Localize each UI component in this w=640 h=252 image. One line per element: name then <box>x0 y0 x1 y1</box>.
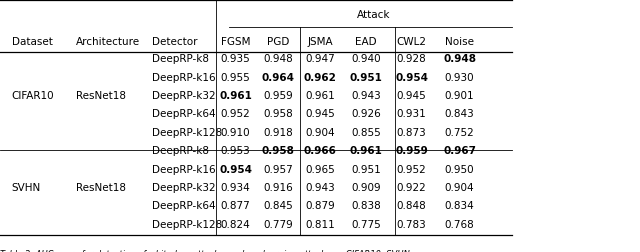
Text: CIFAR10: CIFAR10 <box>12 91 54 101</box>
Text: 0.961: 0.961 <box>349 146 383 156</box>
Text: 0.961: 0.961 <box>219 91 252 101</box>
Text: 0.952: 0.952 <box>221 109 250 119</box>
Text: DeepRP-k64: DeepRP-k64 <box>152 109 216 119</box>
Text: 0.952: 0.952 <box>397 165 426 175</box>
Text: 0.959: 0.959 <box>395 146 428 156</box>
Text: 0.824: 0.824 <box>221 220 250 230</box>
Text: CWL2: CWL2 <box>397 37 426 47</box>
Text: 0.951: 0.951 <box>349 73 383 83</box>
Text: 0.873: 0.873 <box>397 128 426 138</box>
Text: DeepRP-k64: DeepRP-k64 <box>152 201 216 211</box>
Text: 0.962: 0.962 <box>303 73 337 83</box>
Text: 0.951: 0.951 <box>351 165 381 175</box>
Text: SVHN: SVHN <box>12 183 41 193</box>
Text: 0.953: 0.953 <box>221 146 250 156</box>
Text: 0.943: 0.943 <box>351 91 381 101</box>
Text: Architecture: Architecture <box>76 37 140 47</box>
Text: DeepRP-k16: DeepRP-k16 <box>152 165 216 175</box>
Text: 0.752: 0.752 <box>445 128 474 138</box>
Text: DeepRP-k32: DeepRP-k32 <box>152 183 216 193</box>
Text: DeepRP-k128: DeepRP-k128 <box>152 128 223 138</box>
Text: 0.954: 0.954 <box>395 73 428 83</box>
Text: DeepRP-k128: DeepRP-k128 <box>152 220 223 230</box>
Text: 0.966: 0.966 <box>303 146 337 156</box>
Text: 0.768: 0.768 <box>445 220 474 230</box>
Text: 0.879: 0.879 <box>305 201 335 211</box>
Text: 0.948: 0.948 <box>264 54 293 64</box>
Text: 0.904: 0.904 <box>305 128 335 138</box>
Text: Attack: Attack <box>357 10 390 20</box>
Text: 0.954: 0.954 <box>219 165 252 175</box>
Text: 0.855: 0.855 <box>351 128 381 138</box>
Text: Detector: Detector <box>152 37 198 47</box>
Text: PGD: PGD <box>268 37 289 47</box>
Text: 0.904: 0.904 <box>445 183 474 193</box>
Text: 0.958: 0.958 <box>262 146 295 156</box>
Text: ResNet18: ResNet18 <box>76 91 125 101</box>
Text: 0.934: 0.934 <box>221 183 250 193</box>
Text: 0.959: 0.959 <box>264 91 293 101</box>
Text: 0.931: 0.931 <box>397 109 426 119</box>
Text: 0.901: 0.901 <box>445 91 474 101</box>
Text: 0.928: 0.928 <box>397 54 426 64</box>
Text: 0.918: 0.918 <box>264 128 293 138</box>
Text: ResNet18: ResNet18 <box>76 183 125 193</box>
Text: 0.935: 0.935 <box>221 54 250 64</box>
Text: 0.965: 0.965 <box>305 165 335 175</box>
Text: 0.948: 0.948 <box>443 54 476 64</box>
Text: 0.811: 0.811 <box>305 220 335 230</box>
Text: 0.950: 0.950 <box>445 165 474 175</box>
Text: 0.943: 0.943 <box>305 183 335 193</box>
Text: DeepRP-k8: DeepRP-k8 <box>152 146 209 156</box>
Text: 0.845: 0.845 <box>264 201 293 211</box>
Text: 0.940: 0.940 <box>351 54 381 64</box>
Text: FGSM: FGSM <box>221 37 250 47</box>
Text: Noise: Noise <box>445 37 474 47</box>
Text: DeepRP-k32: DeepRP-k32 <box>152 91 216 101</box>
Text: DeepRP-k8: DeepRP-k8 <box>152 54 209 64</box>
Text: 0.926: 0.926 <box>351 109 381 119</box>
Text: DeepRP-k16: DeepRP-k16 <box>152 73 216 83</box>
Text: 0.947: 0.947 <box>305 54 335 64</box>
Text: Table 2: AUC score for detection of white-box attacks on deep learning attacks o: Table 2: AUC score for detection of whit… <box>0 250 410 252</box>
Text: 0.779: 0.779 <box>264 220 293 230</box>
Text: 0.967: 0.967 <box>443 146 476 156</box>
Text: 0.843: 0.843 <box>445 109 474 119</box>
Text: 0.945: 0.945 <box>305 109 335 119</box>
Text: 0.964: 0.964 <box>262 73 295 83</box>
Text: Dataset: Dataset <box>12 37 52 47</box>
Text: EAD: EAD <box>355 37 377 47</box>
Text: 0.834: 0.834 <box>445 201 474 211</box>
Text: 0.961: 0.961 <box>305 91 335 101</box>
Text: 0.930: 0.930 <box>445 73 474 83</box>
Text: 0.922: 0.922 <box>397 183 426 193</box>
Text: 0.958: 0.958 <box>264 109 293 119</box>
Text: 0.909: 0.909 <box>351 183 381 193</box>
Text: 0.877: 0.877 <box>221 201 250 211</box>
Text: 0.910: 0.910 <box>221 128 250 138</box>
Text: JSMA: JSMA <box>307 37 333 47</box>
Text: 0.838: 0.838 <box>351 201 381 211</box>
Text: 0.775: 0.775 <box>351 220 381 230</box>
Text: 0.945: 0.945 <box>397 91 426 101</box>
Text: 0.848: 0.848 <box>397 201 426 211</box>
Text: 0.783: 0.783 <box>397 220 426 230</box>
Text: 0.955: 0.955 <box>221 73 250 83</box>
Text: 0.957: 0.957 <box>264 165 293 175</box>
Text: 0.916: 0.916 <box>264 183 293 193</box>
